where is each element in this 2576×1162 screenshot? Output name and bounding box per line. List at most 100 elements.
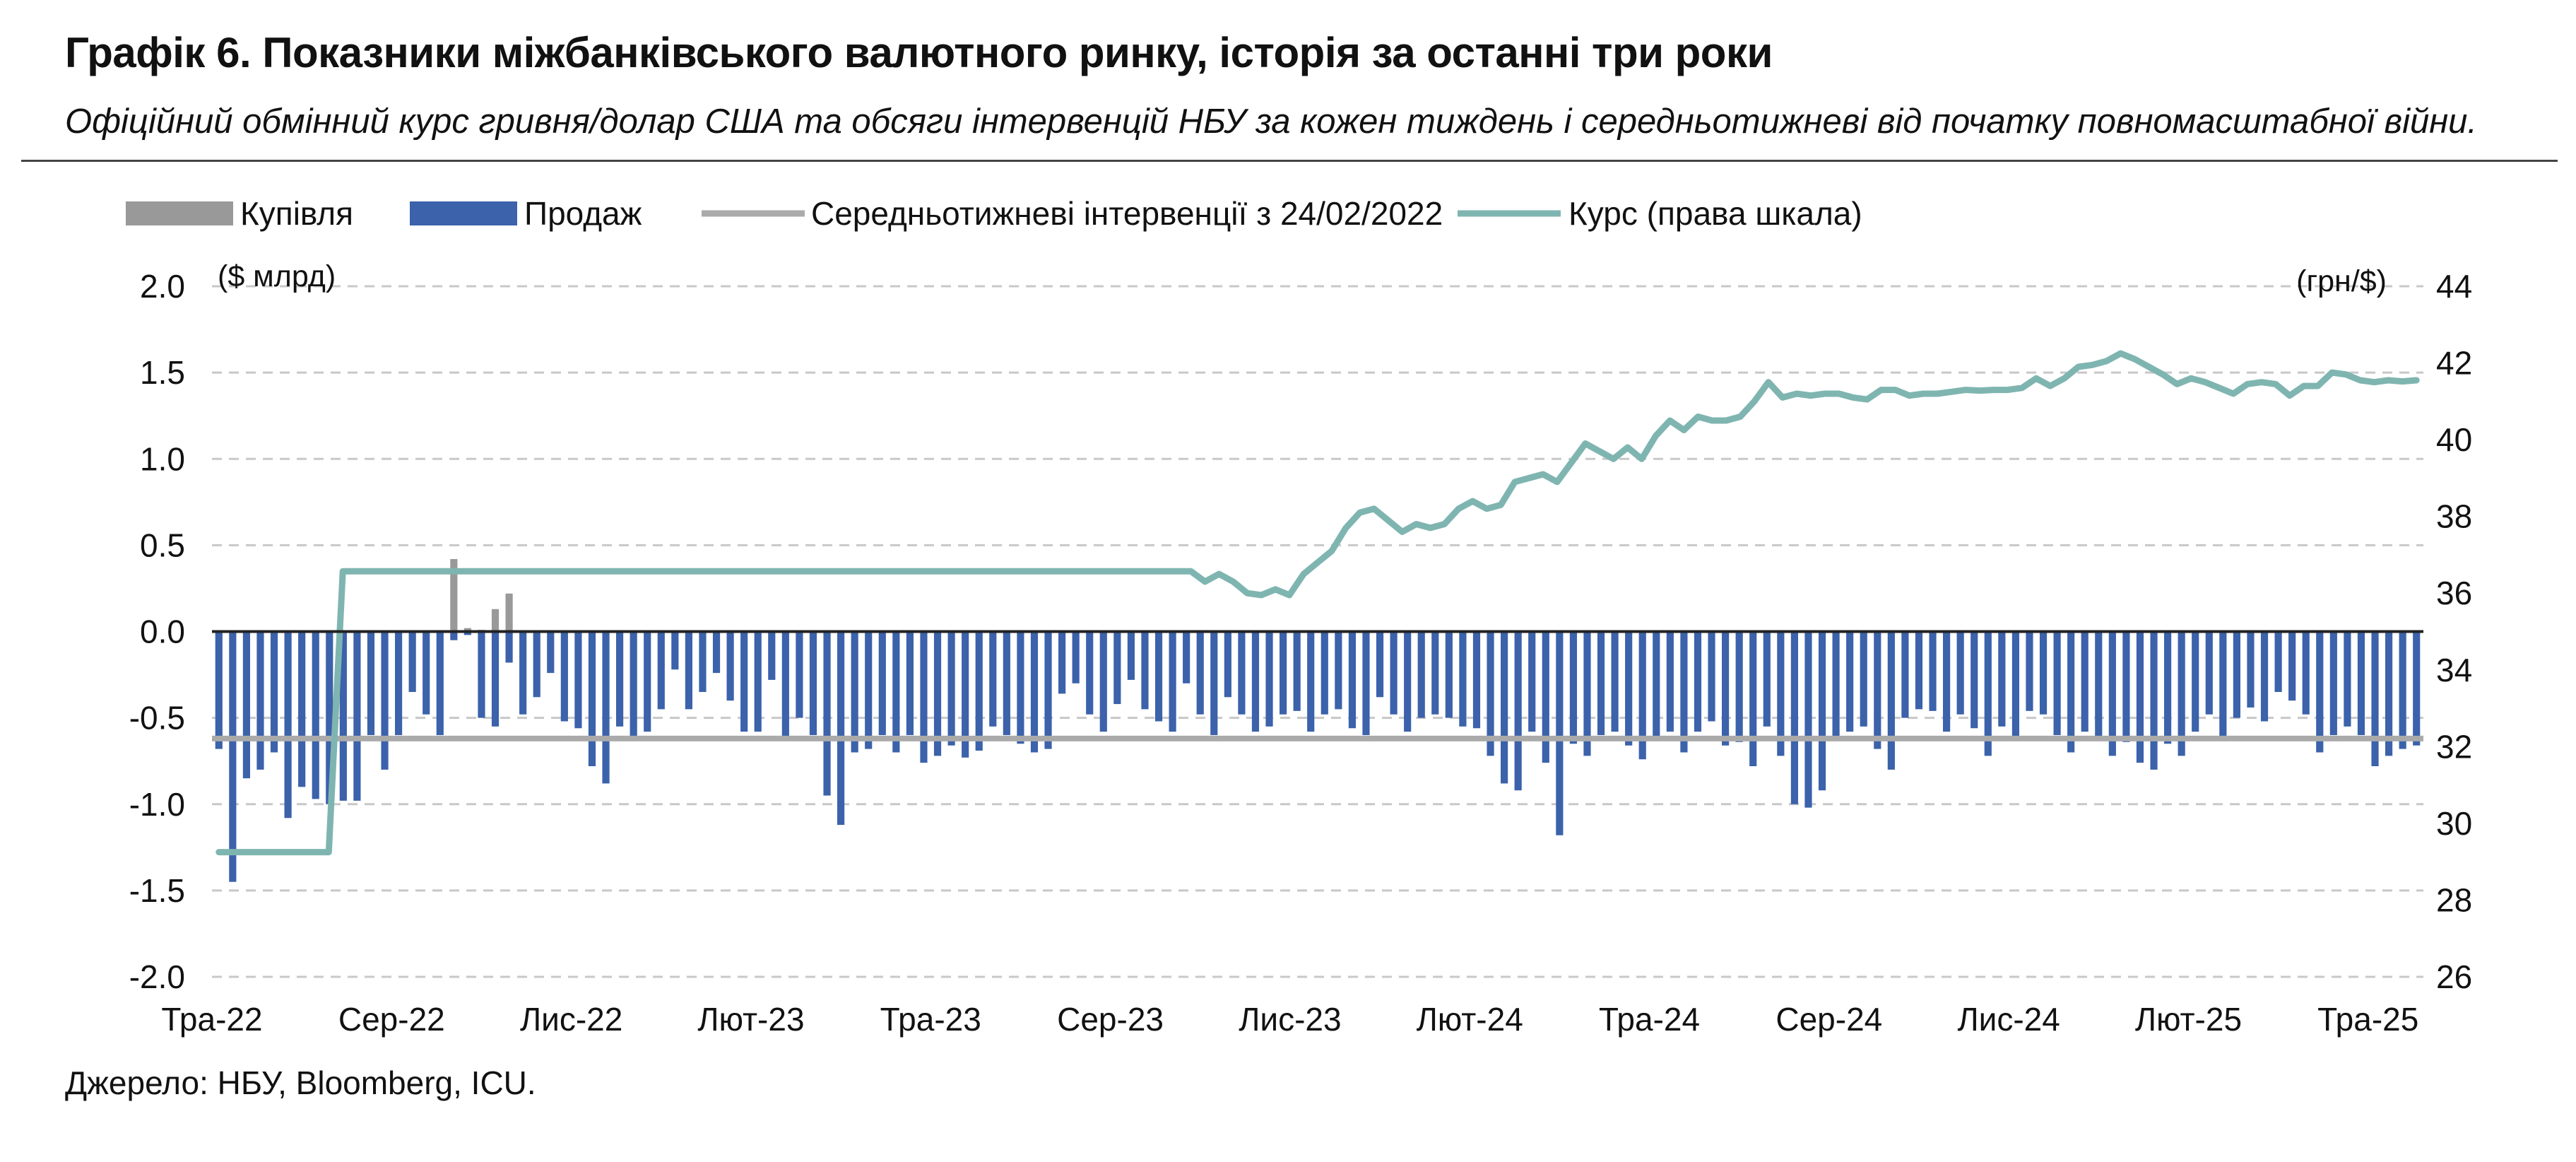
sale-bar — [1611, 631, 1619, 732]
sale-bar — [574, 631, 582, 729]
sale-bar — [1072, 631, 1080, 683]
sale-bar — [505, 631, 513, 663]
sale-bar — [547, 631, 555, 674]
sale-bar — [878, 631, 886, 736]
sale-bar — [1224, 631, 1231, 698]
sale-bar — [768, 631, 776, 680]
sale-bar — [1528, 631, 1536, 732]
sale-bar — [1459, 631, 1467, 727]
sale-bar — [1196, 631, 1204, 715]
title-divider — [21, 160, 2558, 162]
sale-bar — [2233, 631, 2240, 718]
sale-bar — [256, 631, 264, 770]
sale-bar — [1832, 631, 1840, 739]
sale-bar — [1846, 631, 1854, 732]
sale-bar — [630, 631, 637, 739]
sale-bar — [644, 631, 651, 732]
sale-bar — [2344, 631, 2351, 727]
sale-bar — [339, 631, 347, 801]
left-tick-label: 0.0 — [140, 614, 185, 650]
sale-bar — [381, 631, 389, 770]
chart-title: Графік 6. Показники міжбанківського валю… — [65, 29, 1773, 76]
sale-bar — [2205, 631, 2213, 715]
sale-bar — [823, 631, 831, 796]
right-tick-label: 34 — [2436, 652, 2472, 688]
sale-bar — [450, 631, 458, 640]
sale-bar — [2192, 631, 2199, 732]
sale-bar — [1472, 631, 1481, 729]
sale-bar — [2011, 631, 2019, 739]
sale-bar — [1653, 631, 1660, 739]
sale-bar — [962, 631, 969, 758]
sale-bar — [1984, 631, 1992, 756]
sale-bar — [1335, 631, 1342, 710]
sale-bar — [242, 631, 250, 779]
sale-bar — [1307, 631, 1315, 732]
sale-bar — [1514, 631, 1522, 791]
chart-subtitle: Офіційний обмінний курс гривня/долар США… — [65, 102, 2478, 141]
sale-bar — [1998, 631, 2006, 727]
sale-bar — [326, 631, 333, 804]
sale-bar — [865, 631, 873, 749]
sale-bar — [2053, 631, 2061, 736]
sale-bar — [463, 631, 471, 635]
sale-bar — [2385, 631, 2393, 756]
legend-label: Купівля — [240, 195, 353, 232]
left-tick-label: -1.5 — [129, 872, 185, 909]
sale-bar — [2164, 631, 2172, 744]
sale-bar — [2288, 631, 2296, 701]
legend-swatch — [126, 201, 233, 225]
right-tick-label: 30 — [2436, 805, 2472, 842]
sale-bar — [1887, 631, 1895, 770]
sale-bar — [1030, 631, 1039, 753]
sale-bar — [796, 631, 803, 718]
sale-bar — [229, 631, 237, 882]
x-tick-label: Сер-23 — [1057, 1001, 1164, 1038]
sale-bar — [712, 631, 721, 674]
left-tick-label: 1.0 — [140, 440, 185, 477]
sale-bar — [1860, 631, 1867, 727]
sale-bar — [2302, 631, 2310, 715]
sale-bar — [1238, 631, 1246, 715]
sale-bar — [740, 631, 748, 732]
sale-bar — [1348, 631, 1356, 729]
sale-bar — [1501, 631, 1508, 784]
legend-label: Середньотижневі інтервенції з 24/02/2022 — [811, 195, 1443, 232]
sale-bar — [1404, 631, 1412, 732]
sale-bar — [1251, 631, 1260, 732]
x-tick-label: Сер-24 — [1776, 1001, 1882, 1038]
right-tick-label: 28 — [2436, 881, 2472, 918]
sale-bar — [1280, 631, 1287, 715]
sale-bar — [491, 631, 500, 727]
sale-bar — [1915, 631, 1923, 710]
left-axis-unit: ($ млрд) — [218, 259, 336, 293]
left-tick-label: 1.5 — [140, 354, 185, 391]
sale-bar — [2371, 631, 2379, 767]
left-tick-label: -1.0 — [129, 786, 185, 823]
sale-bar — [1680, 631, 1688, 753]
sale-bar — [1417, 631, 1425, 718]
right-axis-unit: (грн/$) — [2296, 264, 2387, 298]
x-tick-label: Сер-22 — [338, 1001, 445, 1038]
source-note: Джерело: НБУ, Bloomberg, ICU. — [65, 1064, 536, 1101]
sale-bar — [892, 631, 900, 753]
sale-bar — [1818, 631, 1826, 791]
sale-bar — [2247, 631, 2255, 708]
sale-bar — [616, 631, 624, 727]
sale-bar — [1749, 631, 1757, 767]
sale-bar — [1943, 631, 1951, 732]
sale-bar — [1901, 631, 1909, 718]
sale-bar — [1431, 631, 1439, 715]
sale-bar — [1569, 631, 1577, 744]
sale-bar — [1362, 631, 1370, 736]
sale-bar — [588, 631, 596, 767]
x-tick-label: Лют-24 — [1417, 1001, 1523, 1038]
sale-bar — [1929, 631, 1937, 711]
right-tick-label: 42 — [2436, 345, 2472, 382]
sale-bar — [726, 631, 734, 701]
sale-bar — [2150, 631, 2158, 770]
purchase-bar — [463, 628, 471, 632]
sale-bar — [1804, 631, 1812, 808]
sale-bar — [2413, 631, 2421, 746]
x-tick-label: Лис-24 — [1957, 1001, 2060, 1038]
